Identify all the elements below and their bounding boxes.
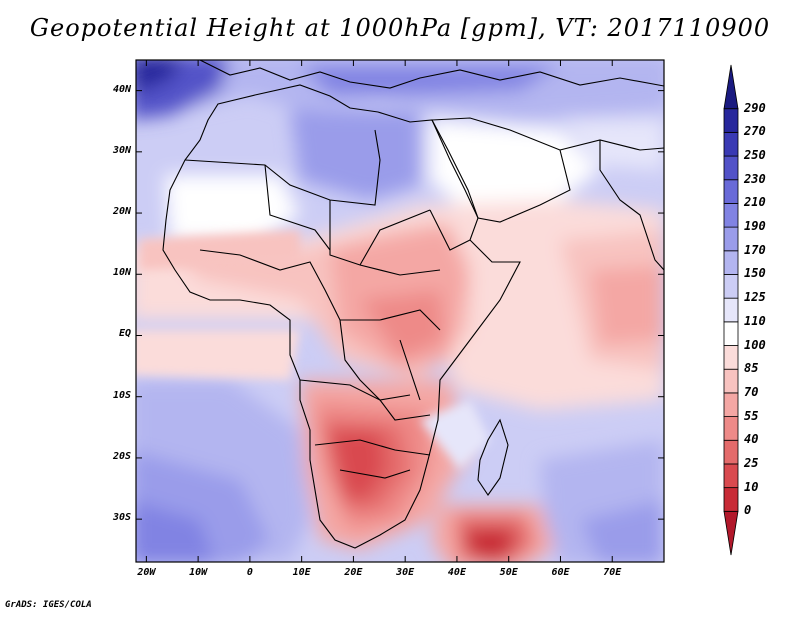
colorbar-label: 110 [744, 313, 766, 328]
colorbar-label: 0 [744, 503, 752, 518]
colorbar-label: 270 [744, 124, 766, 139]
height-field [136, 60, 664, 562]
colorbar-label: 125 [744, 290, 766, 305]
lon-label: 30E [396, 567, 415, 578]
colorbar-label: 190 [744, 219, 766, 234]
colorbar-swatch [723, 439, 739, 465]
colorbar-swatch [723, 487, 739, 512]
colorbar-swatch [723, 64, 739, 110]
colorbar-swatch [723, 321, 739, 346]
colorbar-swatch [723, 131, 739, 157]
colorbar-label: 250 [744, 148, 766, 163]
credit-text: GrADS: IGES/COLA [5, 600, 92, 610]
lon-label: 70E [603, 567, 622, 578]
lon-label: 20E [344, 567, 363, 578]
colorbar-swatch [723, 510, 739, 556]
colorbar-swatch [723, 297, 739, 323]
colorbar [723, 64, 739, 556]
colorbar-swatch [723, 108, 739, 133]
lon-label: 50E [499, 567, 518, 578]
colorbar-label: 85 [744, 361, 759, 376]
lat-label: 10S [112, 389, 131, 401]
lat-label: 20N [112, 206, 131, 218]
lat-label: 30N [112, 144, 131, 156]
colorbar-swatch [723, 250, 739, 275]
colorbar-swatch [723, 368, 739, 394]
colorbar-swatch [723, 392, 739, 417]
colorbar-swatch [723, 463, 739, 489]
colorbar-swatch [723, 226, 739, 252]
colorbar-label: 150 [744, 266, 766, 281]
map-title: Geopotential Height at 1000hPa [gpm], VT… [29, 14, 771, 42]
colorbar-label: 290 [744, 100, 766, 115]
colorbar-label: 170 [744, 242, 766, 257]
lat-label: 40N [112, 83, 131, 95]
colorbar-swatch [723, 179, 739, 204]
colorbar-label: 70 [744, 384, 759, 399]
lat-label: 30S [112, 512, 131, 524]
lat-label: EQ [118, 328, 131, 340]
colorbar-label: 100 [744, 337, 766, 352]
colorbar-swatch [723, 416, 739, 441]
colorbar-label: 10 [744, 479, 759, 494]
lon-label: 0 [246, 567, 253, 578]
coastlines [162, 60, 664, 549]
lat-label: 20S [112, 450, 131, 462]
lon-label: 20W [137, 567, 156, 578]
map-frame [135, 59, 665, 563]
lat-label: 10N [112, 267, 131, 279]
colorbar-swatch [723, 274, 739, 299]
lon-label: 40E [447, 567, 466, 578]
lon-label: 60E [551, 567, 570, 578]
colorbar-swatch [723, 155, 739, 181]
colorbar-label: 40 [744, 432, 759, 447]
lon-label: 10E [292, 567, 311, 578]
colorbar-label: 210 [744, 195, 766, 210]
colorbar-label: 230 [744, 171, 766, 186]
axis-ticks [136, 60, 664, 562]
colorbar-label: 25 [744, 455, 759, 470]
lon-label: 10W [189, 567, 208, 578]
colorbar-swatch [723, 203, 739, 228]
colorbar-label: 55 [744, 408, 759, 423]
colorbar-swatch [723, 345, 739, 370]
